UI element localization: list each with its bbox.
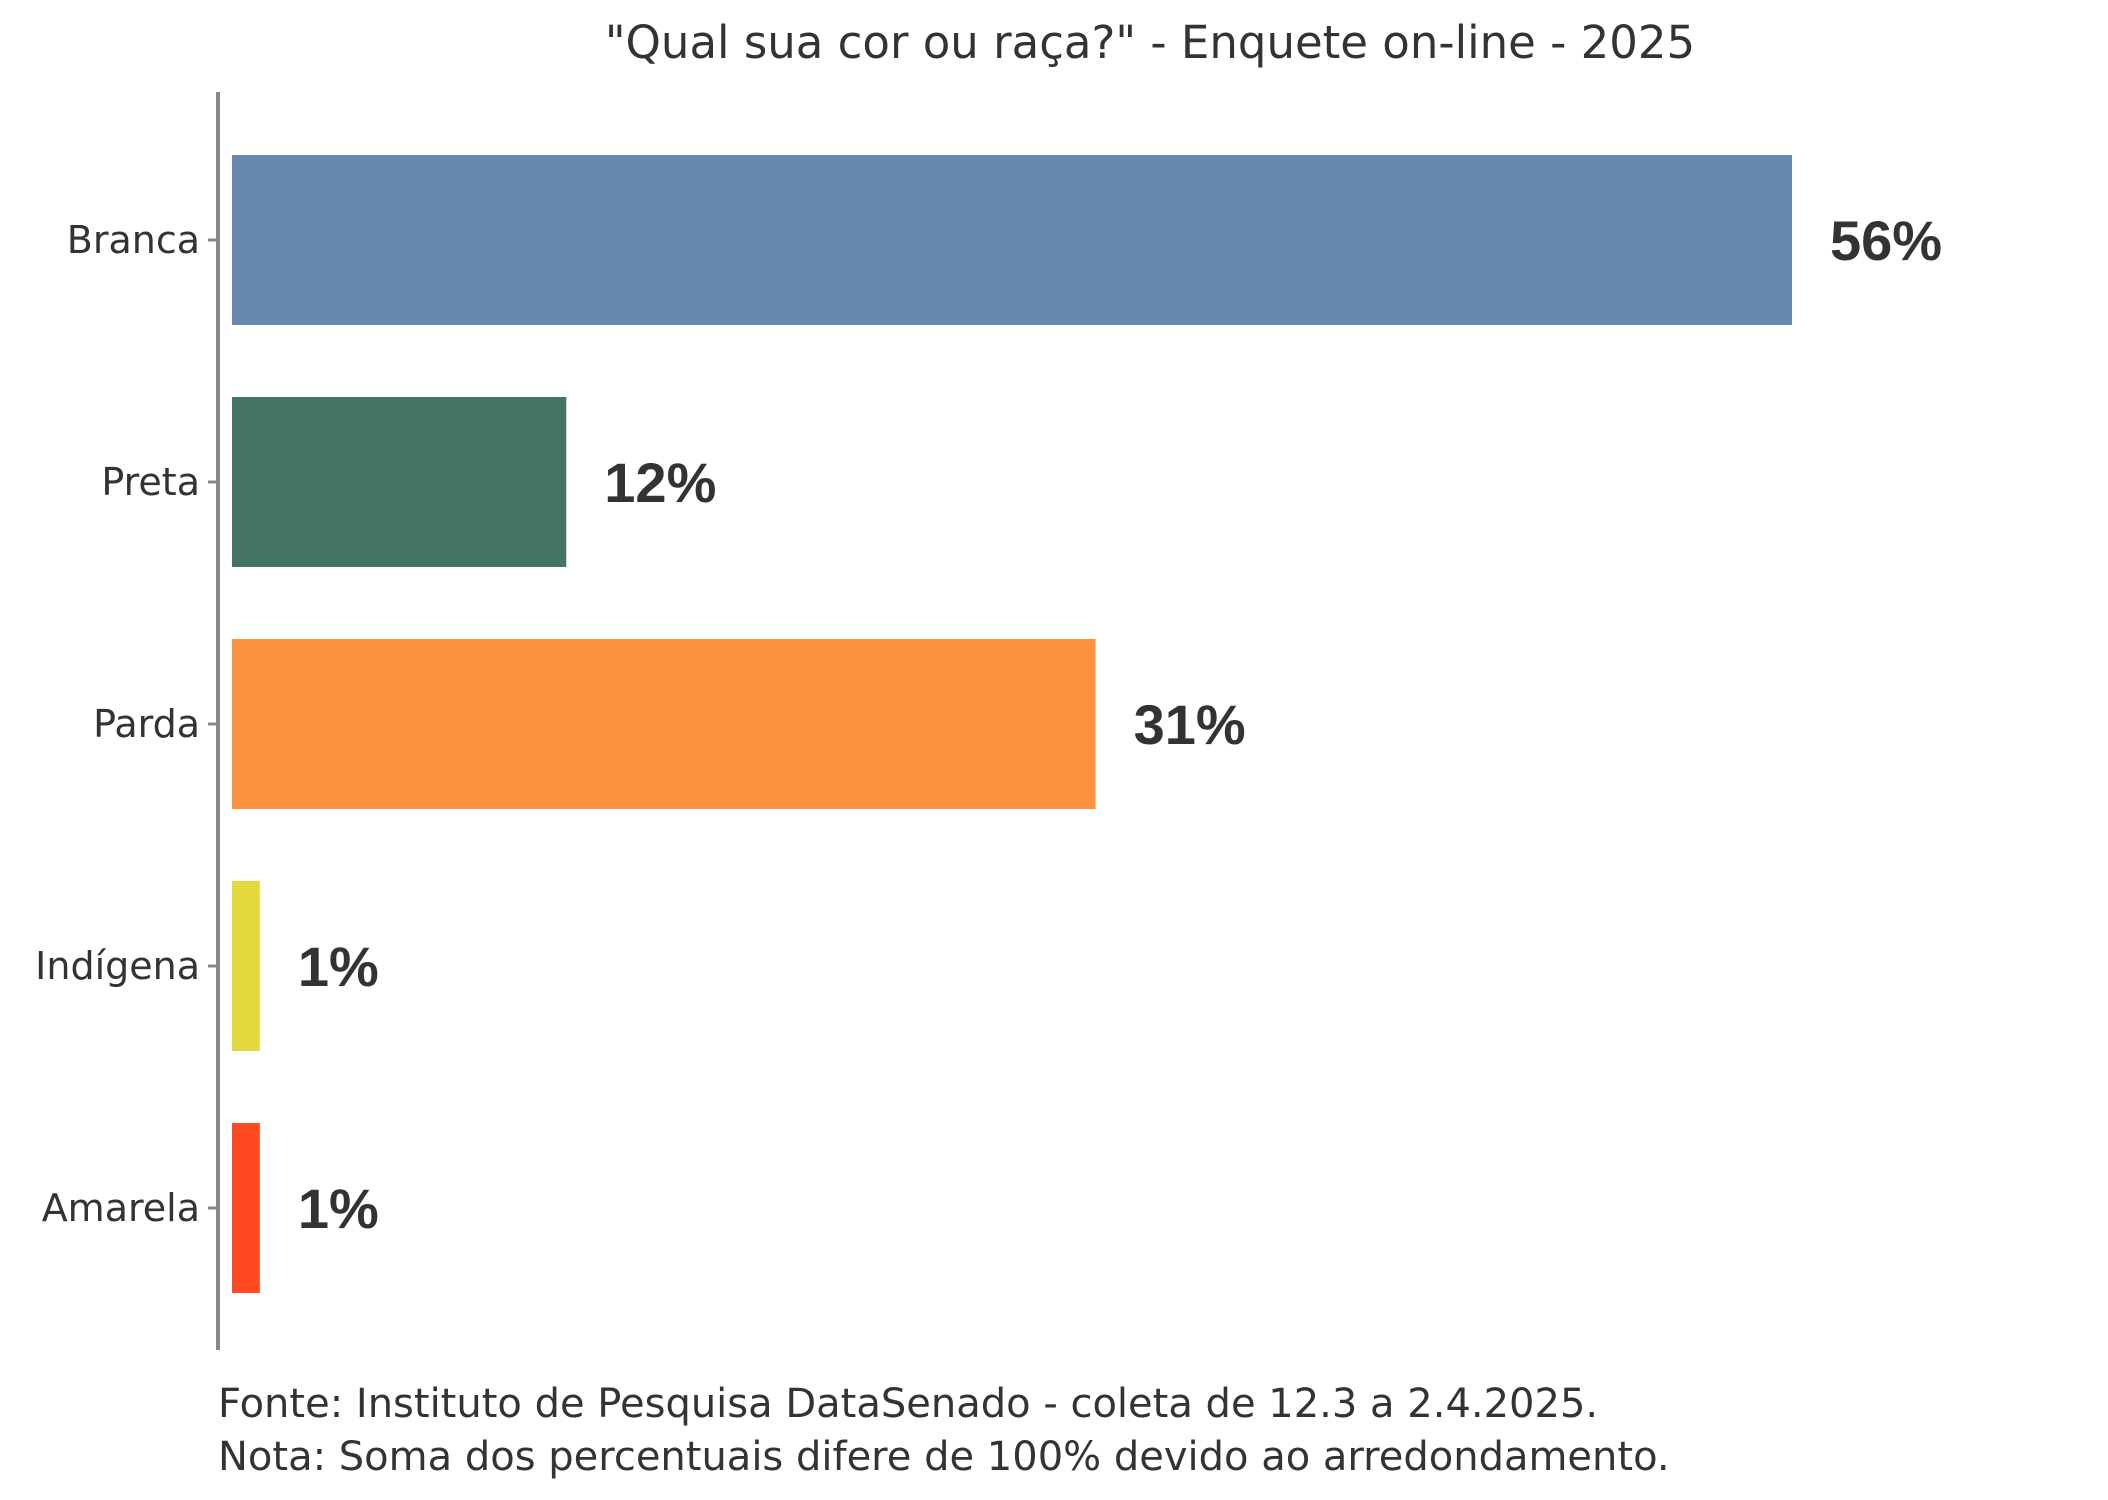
category-label: Parda <box>93 702 200 746</box>
value-label: 1% <box>298 1177 379 1240</box>
bar <box>232 639 1096 809</box>
bar <box>232 1123 260 1293</box>
value-label: 31% <box>1134 693 1246 756</box>
value-label: 12% <box>604 451 716 514</box>
category-label: Amarela <box>42 1186 200 1230</box>
bar <box>232 155 1792 325</box>
bar <box>232 397 567 567</box>
source-note: Fonte: Instituto de Pesquisa DataSenado … <box>218 1381 1598 1427</box>
rounding-note: Nota: Soma dos percentuais difere de 100… <box>218 1434 1670 1480</box>
category-label: Indígena <box>35 944 200 988</box>
value-label: 56% <box>1830 209 1942 272</box>
category-label: Preta <box>101 460 200 504</box>
value-label: 1% <box>298 935 379 998</box>
bar <box>232 881 260 1051</box>
chart-title: "Qual sua cor ou raça?" - Enquete on-lin… <box>605 16 1695 69</box>
category-label: Branca <box>67 218 200 262</box>
bars-layer: Branca 56% Preta 12% Parda 31% Indígena 1% Amare… <box>35 155 1942 1293</box>
